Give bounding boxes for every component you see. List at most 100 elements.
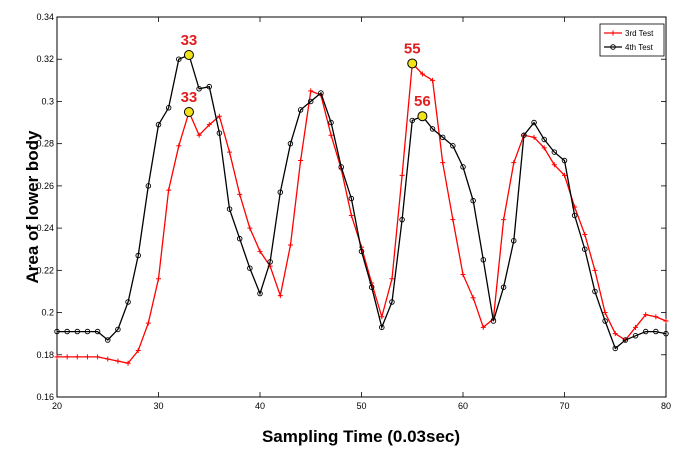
data-point-4th-test — [399, 216, 405, 223]
data-point-4th-test — [642, 328, 649, 335]
data-point-3rd-test — [501, 217, 507, 223]
data-point-3rd-test — [541, 145, 547, 151]
data-point-4th-test — [84, 328, 91, 335]
data-point-3rd-test — [389, 276, 395, 282]
data-point-4th-test — [511, 238, 517, 244]
x-axis-title: Sampling Time (0.03sec) — [262, 427, 460, 446]
data-point-4th-test — [135, 252, 141, 259]
y-tick-label: 0.2 — [41, 308, 54, 318]
data-point-3rd-test — [287, 242, 293, 248]
data-point-4th-test — [297, 107, 304, 113]
data-point-4th-test — [531, 119, 537, 126]
data-point-4th-test — [104, 337, 111, 343]
x-tick-label: 50 — [356, 401, 366, 411]
data-point-4th-test — [663, 330, 669, 337]
data-point-4th-test — [196, 86, 202, 92]
data-point-3rd-test — [105, 356, 111, 362]
data-point-4th-test — [409, 117, 416, 124]
data-point-4th-test — [216, 130, 223, 136]
data-point-3rd-test — [196, 132, 202, 138]
data-point-3rd-test — [348, 212, 354, 218]
data-point-4th-test — [125, 299, 131, 305]
data-point-4th-test — [115, 326, 121, 333]
data-point-3rd-test — [64, 354, 70, 360]
data-point-3rd-test — [419, 71, 425, 77]
data-point-4th-test — [358, 248, 365, 255]
x-tick-label: 60 — [458, 401, 468, 411]
data-point-3rd-test — [84, 354, 90, 360]
x-tick-label: 20 — [52, 401, 62, 411]
data-point-4th-test — [541, 136, 547, 143]
data-point-4th-test — [165, 105, 172, 111]
data-point-4th-test — [632, 333, 639, 339]
data-point-4th-test — [551, 149, 558, 155]
data-point-3rd-test — [562, 172, 567, 178]
data-point-4th-test — [622, 337, 629, 343]
data-point-3rd-test — [145, 320, 151, 326]
data-point-3rd-test — [663, 318, 669, 324]
data-point-3rd-test — [440, 160, 446, 166]
data-point-3rd-test — [592, 267, 598, 273]
data-point-3rd-test — [125, 360, 131, 366]
data-point-3rd-test — [206, 122, 212, 128]
data-point-4th-test — [480, 257, 487, 263]
x-tick-label: 70 — [559, 401, 569, 411]
data-point-3rd-test — [430, 77, 436, 83]
legend-marker-4th-test — [610, 44, 616, 50]
x-tick-label: 30 — [153, 401, 163, 411]
data-point-3rd-test — [470, 295, 476, 301]
data-point-3rd-test — [582, 231, 588, 237]
series-3rd-test — [54, 60, 669, 366]
data-point-3rd-test — [653, 314, 659, 320]
data-point-3rd-test — [54, 354, 60, 360]
data-point-3rd-test — [531, 134, 537, 140]
data-point-4th-test — [470, 197, 476, 204]
data-point-4th-test — [257, 290, 263, 297]
y-tick-label: 0.28 — [36, 139, 54, 149]
data-point-4th-test — [561, 157, 568, 164]
y-axis-title: Area of lower body — [23, 130, 42, 284]
data-point-4th-test — [328, 119, 334, 126]
data-point-3rd-test — [74, 354, 80, 360]
data-point-4th-test — [389, 299, 395, 305]
series-line-4th-test — [57, 54, 667, 350]
x-tick-label: 80 — [661, 401, 671, 411]
data-point-3rd-test — [328, 132, 334, 138]
peak-annotation-label: 56 — [414, 93, 431, 110]
data-point-4th-test — [176, 56, 182, 62]
data-point-4th-test — [308, 98, 314, 105]
data-point-4th-test — [592, 288, 598, 295]
y-tick-label: 0.34 — [36, 12, 54, 22]
series-4th-test — [54, 52, 669, 352]
data-point-3rd-test — [227, 149, 233, 155]
legend-label-3rd-test: 3rd Test — [625, 29, 654, 38]
data-point-4th-test — [145, 183, 152, 189]
data-point-3rd-test — [399, 172, 405, 178]
data-point-4th-test — [287, 140, 294, 147]
data-point-3rd-test — [450, 217, 456, 223]
data-point-4th-test — [236, 235, 243, 242]
data-point-4th-test — [206, 83, 212, 90]
legend: 3rd Test 4th Test — [599, 23, 665, 57]
data-point-4th-test — [277, 189, 284, 195]
y-tick-label: 0.24 — [36, 223, 54, 233]
data-point-4th-test — [582, 246, 588, 252]
data-point-3rd-test — [298, 158, 304, 164]
data-point-4th-test — [490, 318, 497, 324]
data-point-4th-test — [54, 328, 60, 335]
data-point-3rd-test — [643, 312, 649, 318]
y-tick-label: 0.32 — [36, 54, 54, 64]
data-point-3rd-test — [156, 276, 161, 282]
data-point-4th-test — [247, 265, 253, 271]
data-point-3rd-test — [277, 293, 283, 299]
data-point-3rd-test — [308, 88, 314, 94]
data-point-4th-test — [348, 195, 355, 202]
peak-highlight-marker — [417, 111, 428, 122]
data-point-4th-test — [500, 284, 507, 290]
data-point-3rd-test — [257, 248, 263, 254]
data-point-3rd-test — [460, 272, 466, 278]
peak-annotation-label: 33 — [181, 32, 198, 49]
data-point-3rd-test — [379, 314, 385, 320]
data-point-3rd-test — [551, 162, 557, 168]
